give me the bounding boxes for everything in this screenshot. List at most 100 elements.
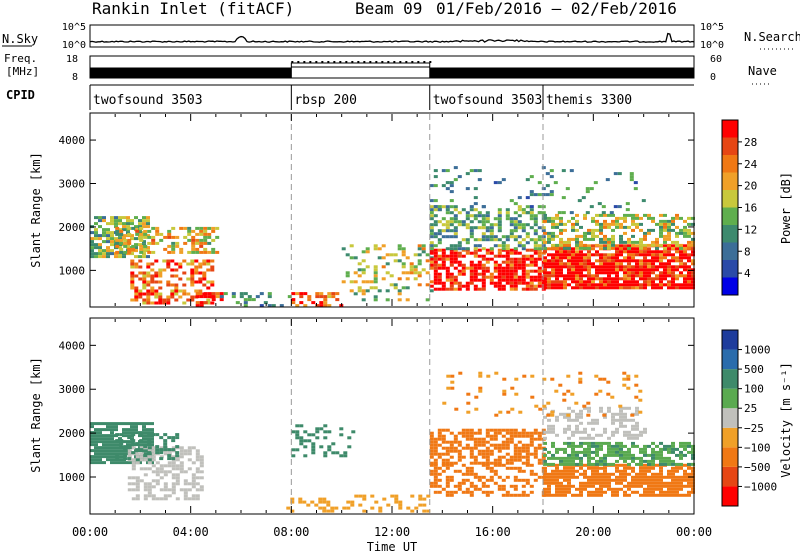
scatter-cell bbox=[473, 263, 478, 267]
scatter-cell bbox=[623, 412, 627, 416]
scatter-cell bbox=[433, 266, 438, 270]
scatter-cell bbox=[493, 431, 498, 435]
scatter-cell bbox=[631, 247, 635, 251]
scatter-cell bbox=[533, 220, 538, 224]
scatter-cell bbox=[514, 377, 519, 381]
scatter-cell bbox=[591, 262, 595, 266]
scatter-cell bbox=[667, 475, 671, 479]
scatter-cell bbox=[210, 283, 215, 287]
scatter-cell bbox=[513, 458, 518, 462]
scatter-cell bbox=[623, 280, 627, 284]
scatter-cell bbox=[529, 190, 534, 194]
scatter-cell bbox=[627, 450, 631, 454]
scatter-cell bbox=[163, 485, 168, 489]
scatter-cell bbox=[559, 250, 563, 254]
scatter-cell bbox=[119, 442, 124, 446]
scatter-cell bbox=[158, 274, 163, 278]
scatter-cell bbox=[159, 470, 164, 474]
scatter-cell bbox=[655, 475, 659, 479]
scatter-cell bbox=[163, 235, 168, 239]
scatter-cell bbox=[575, 453, 579, 457]
scatter-cell bbox=[485, 484, 490, 488]
scatter-cell bbox=[303, 430, 308, 434]
scatter-cell bbox=[570, 392, 575, 396]
scatter-cell bbox=[118, 216, 122, 220]
scatter-cell bbox=[186, 277, 191, 281]
scatter-cell bbox=[131, 488, 136, 492]
scatter-cell bbox=[603, 472, 607, 476]
scatter-cell bbox=[114, 428, 118, 432]
scatter-cell bbox=[683, 463, 687, 467]
scatter-cell bbox=[623, 213, 627, 217]
scatter-cell bbox=[563, 253, 567, 257]
scatter-cell bbox=[151, 470, 156, 474]
scatter-cell bbox=[493, 260, 498, 264]
scatter-cell bbox=[537, 193, 542, 197]
scatter-cell bbox=[130, 425, 134, 429]
scatter-cell bbox=[603, 246, 607, 250]
scatter-cell bbox=[525, 272, 530, 276]
scatter-cell bbox=[611, 450, 615, 454]
scatter-cell bbox=[485, 257, 490, 261]
scatter-cell bbox=[563, 256, 567, 260]
scatter-cell bbox=[497, 217, 502, 221]
scatter-cell bbox=[615, 274, 619, 278]
scatter-cell bbox=[615, 283, 619, 287]
scatter-cell bbox=[543, 472, 547, 476]
scatter-cell bbox=[518, 410, 523, 414]
scatter-cell bbox=[401, 286, 406, 290]
scatter-cell bbox=[583, 427, 587, 431]
scatter-cell bbox=[135, 476, 140, 480]
scatter-cell bbox=[671, 283, 675, 287]
scatter-cell bbox=[469, 220, 474, 224]
scatter-cell bbox=[433, 449, 438, 453]
scatter-cell bbox=[655, 259, 659, 263]
scatter-cell bbox=[647, 274, 651, 278]
scatter-cell bbox=[583, 243, 587, 247]
scatter-cell bbox=[595, 478, 599, 482]
scatter-cell bbox=[533, 247, 538, 251]
scatter-cell bbox=[473, 214, 478, 218]
scatter-cell bbox=[683, 225, 687, 229]
scatter-cell bbox=[150, 443, 154, 447]
scatter-cell bbox=[199, 476, 204, 480]
scatter-cell bbox=[541, 226, 546, 230]
scatter-cell bbox=[102, 461, 106, 465]
scatter-cell bbox=[547, 456, 551, 460]
scatter-cell bbox=[127, 247, 132, 251]
scatter-cell bbox=[127, 238, 132, 242]
scatter-cell bbox=[131, 482, 136, 486]
scatter-cell bbox=[493, 434, 498, 438]
scatter-cell bbox=[611, 228, 615, 232]
scatter-cell bbox=[639, 456, 643, 460]
scatter-cell bbox=[671, 450, 675, 454]
scatter-cell bbox=[591, 277, 595, 281]
scatter-cell bbox=[675, 216, 679, 220]
scatter-cell bbox=[118, 452, 122, 456]
scatter-cell bbox=[567, 246, 571, 250]
scatter-cell bbox=[571, 447, 575, 451]
scatter-cell bbox=[615, 256, 619, 260]
scatter-cell bbox=[635, 406, 639, 410]
scatter-cell bbox=[179, 464, 184, 468]
scatter-cell bbox=[465, 284, 470, 288]
scatter-cell bbox=[606, 392, 611, 396]
scatter-cell bbox=[583, 453, 587, 457]
scatter-cell bbox=[461, 238, 466, 242]
scatter-cell bbox=[671, 490, 675, 494]
scatter-cell bbox=[651, 472, 655, 476]
x-tick-label: 16:00 bbox=[475, 525, 511, 539]
cpid-segments: twofsound 3503 rbsp 200 twofsound 3503 them… bbox=[89, 85, 632, 110]
scatter-cell bbox=[453, 287, 458, 291]
scatter-cell bbox=[611, 222, 615, 226]
freq-bar bbox=[429, 67, 544, 78]
scatter-cell bbox=[525, 452, 530, 456]
scatter-cell bbox=[659, 256, 663, 260]
scatter-cell bbox=[489, 428, 494, 432]
scatter-cell bbox=[517, 208, 522, 212]
scatter-cell bbox=[547, 490, 551, 494]
scatter-cell bbox=[579, 259, 583, 263]
scatter-cell bbox=[611, 433, 615, 437]
scatter-cell bbox=[291, 292, 296, 296]
scatter-cell bbox=[667, 447, 671, 451]
